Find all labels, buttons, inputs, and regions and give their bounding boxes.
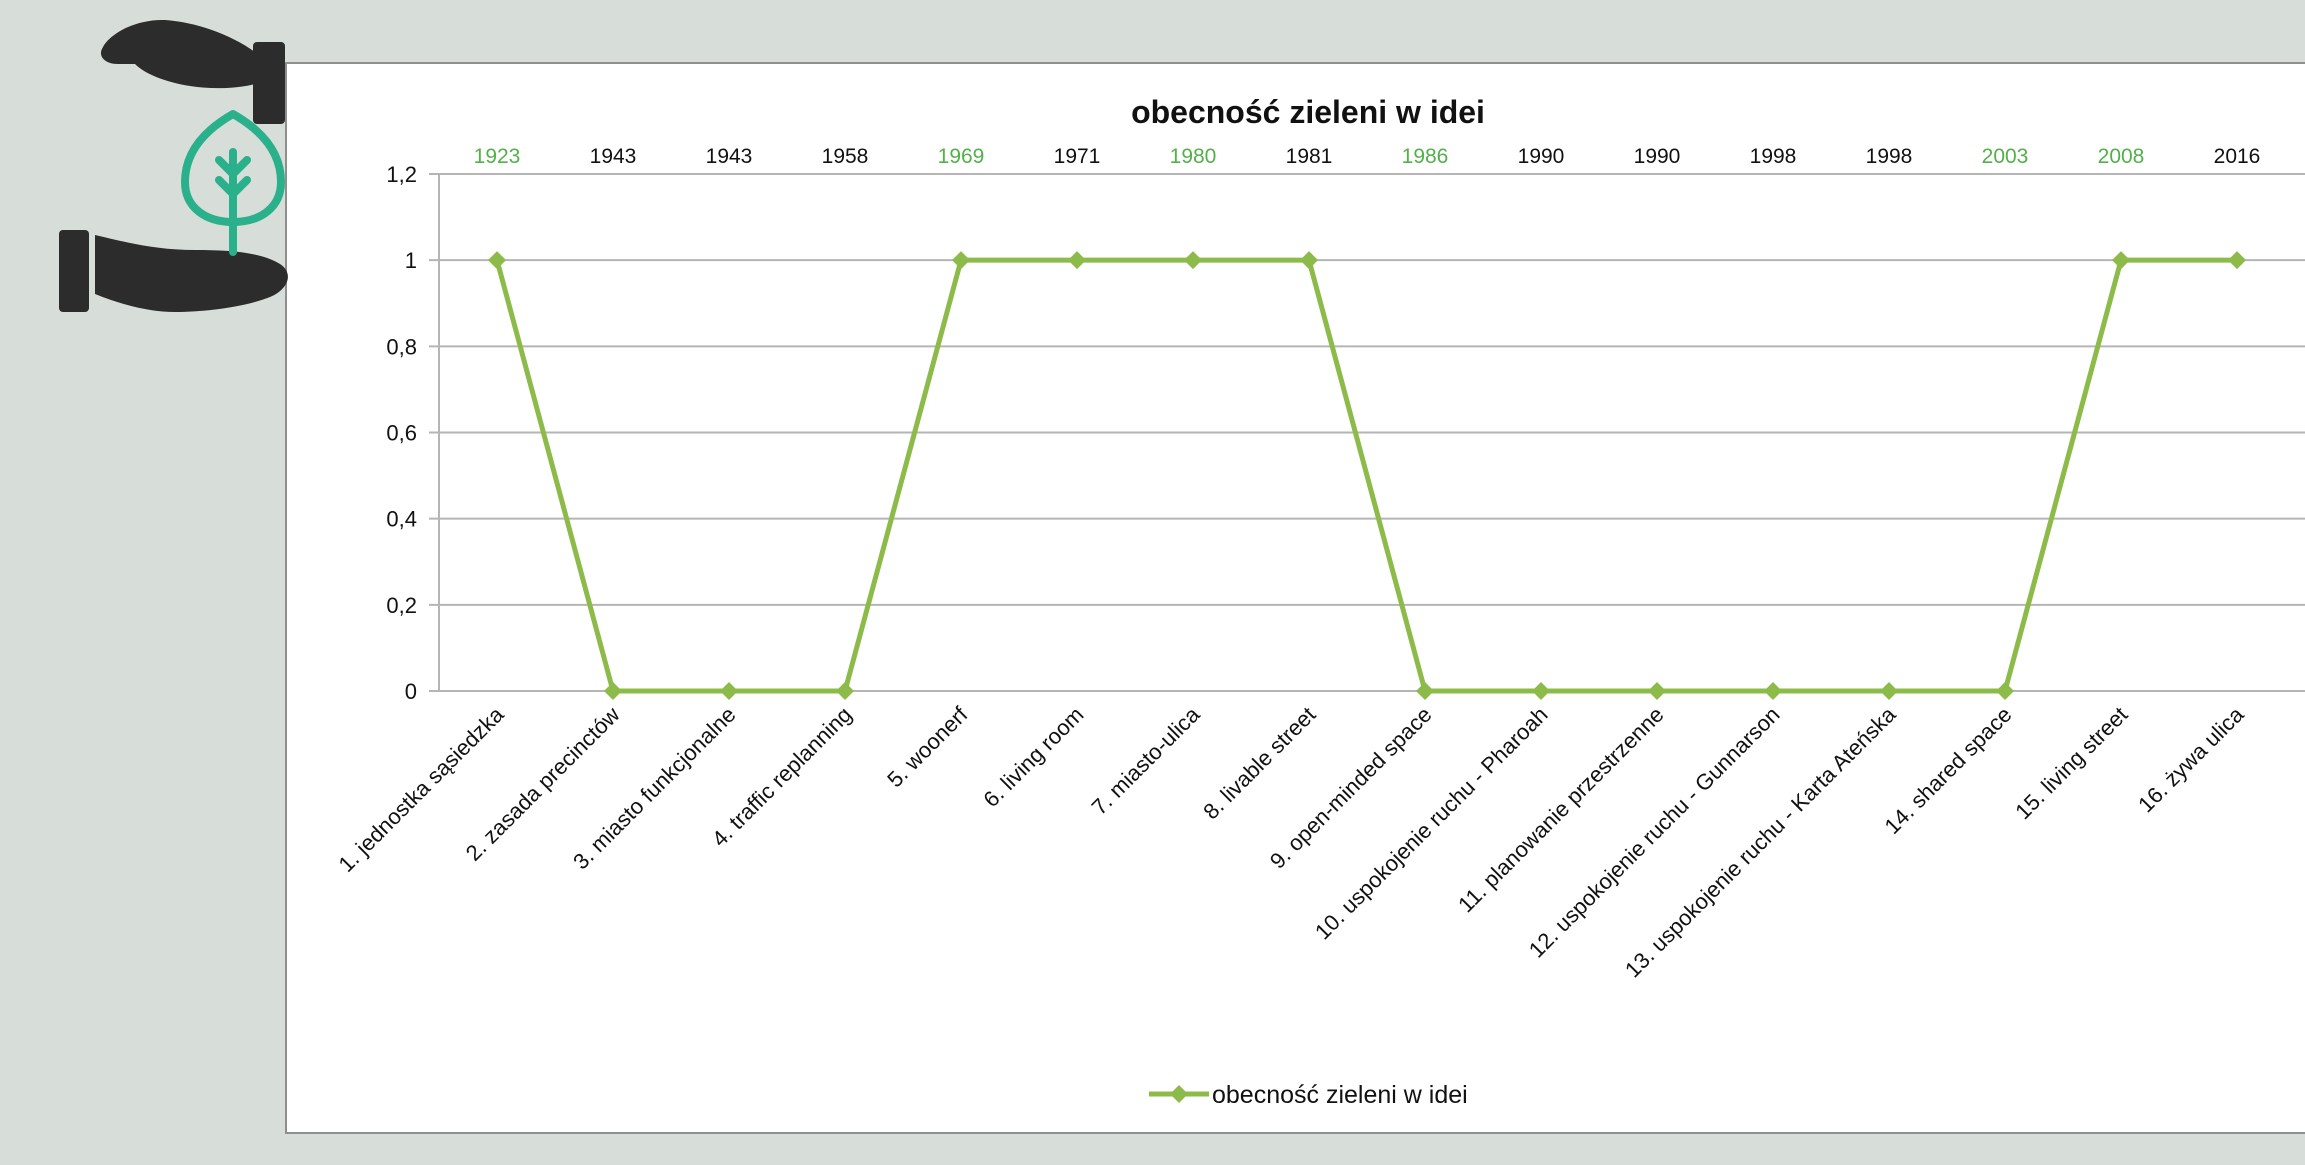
year-label: 1923 bbox=[474, 145, 521, 168]
hands-icon bbox=[59, 19, 288, 312]
year-label: 1980 bbox=[1170, 145, 1217, 168]
year-label: 2003 bbox=[1982, 145, 2029, 168]
y-tick-label: 0,2 bbox=[386, 593, 417, 618]
x-tick-label: 10. uspokojenie ruchu - Pharoah bbox=[1310, 702, 1553, 945]
hands-holding-leaf-icon bbox=[59, 19, 288, 312]
year-label: 2016 bbox=[2214, 145, 2261, 168]
x-tick-label: 6. living room bbox=[978, 702, 1088, 812]
y-axis-tick-labels: 0 0,2 0,4 0,6 0,8 1 1,2 bbox=[386, 162, 417, 704]
chart-svg: obecność zieleni w idei 0 0,2 0,4 0,6 0,8 1 1,… bbox=[333, 94, 2305, 1109]
year-label: 1998 bbox=[1750, 145, 1797, 168]
year-label: 1971 bbox=[1054, 145, 1101, 168]
year-label: 1990 bbox=[1518, 145, 1565, 168]
data-point bbox=[1880, 682, 1898, 700]
data-point bbox=[1764, 682, 1782, 700]
data-point bbox=[1648, 682, 1666, 700]
data-point bbox=[1532, 682, 1550, 700]
data-point bbox=[952, 251, 970, 270]
data-point bbox=[836, 682, 854, 700]
chart-panel: obecność zieleni w idei 0 0,2 0,4 0,6 0,8 1 1,… bbox=[285, 62, 2305, 1134]
x-tick-label: 16. żywa ulica bbox=[2133, 701, 2249, 817]
chart-title: obecność zieleni w idei bbox=[1131, 94, 1485, 130]
data-point bbox=[1416, 682, 1434, 700]
x-tick-label: 11. planowanie przestrzenne bbox=[1453, 702, 1668, 917]
year-label: 1990 bbox=[1634, 145, 1681, 168]
legend: obecność zieleni w idei bbox=[1149, 1081, 1468, 1109]
data-point bbox=[1996, 682, 2014, 700]
y-tick-label: 0 bbox=[405, 679, 417, 704]
data-point bbox=[2112, 251, 2130, 270]
y-tick-label: 0,4 bbox=[386, 507, 417, 532]
legend-label: obecność zieleni w idei bbox=[1212, 1081, 1468, 1109]
data-point bbox=[720, 682, 738, 700]
y-tick-label: 1,2 bbox=[386, 162, 417, 187]
data-point bbox=[604, 682, 622, 700]
x-tick-label: 5. woonerf bbox=[882, 701, 973, 792]
x-tick-label: 15. living street bbox=[2010, 702, 2132, 824]
year-label: 2008 bbox=[2098, 145, 2145, 168]
legend-marker bbox=[1170, 1085, 1188, 1103]
year-label: 1998 bbox=[1866, 145, 1913, 168]
year-label: 1981 bbox=[1286, 145, 1333, 168]
year-label: 1958 bbox=[822, 145, 869, 168]
series-line bbox=[494, 257, 2237, 694]
y-tick-label: 1 bbox=[405, 248, 417, 273]
x-tick-label: 12. uspokojenie ruchu - Gunnarson bbox=[1524, 702, 1785, 963]
x-tick-label: 8. livable street bbox=[1198, 702, 1320, 824]
gridlines bbox=[429, 173, 2305, 692]
data-point bbox=[1184, 251, 1202, 270]
year-label: 1986 bbox=[1402, 145, 1449, 168]
data-point bbox=[1300, 251, 1318, 270]
series-layer bbox=[488, 251, 2246, 700]
leaf-icon bbox=[181, 110, 285, 256]
year-label: 1969 bbox=[938, 145, 985, 168]
data-point bbox=[2228, 251, 2246, 270]
year-labels: 1923 1943 1943 1958 1969 1971 1980 1981 1986 1990… bbox=[474, 145, 2261, 168]
y-tick-label: 0,8 bbox=[386, 334, 417, 359]
data-point bbox=[1068, 251, 1086, 270]
x-tick-label: 7. miasto-ulica bbox=[1087, 701, 1206, 820]
data-point bbox=[488, 251, 506, 270]
year-label: 1943 bbox=[706, 145, 753, 168]
year-label: 1943 bbox=[590, 145, 637, 168]
y-tick-label: 0,6 bbox=[386, 421, 417, 446]
x-tick-label: 14. shared space bbox=[1880, 702, 2017, 839]
